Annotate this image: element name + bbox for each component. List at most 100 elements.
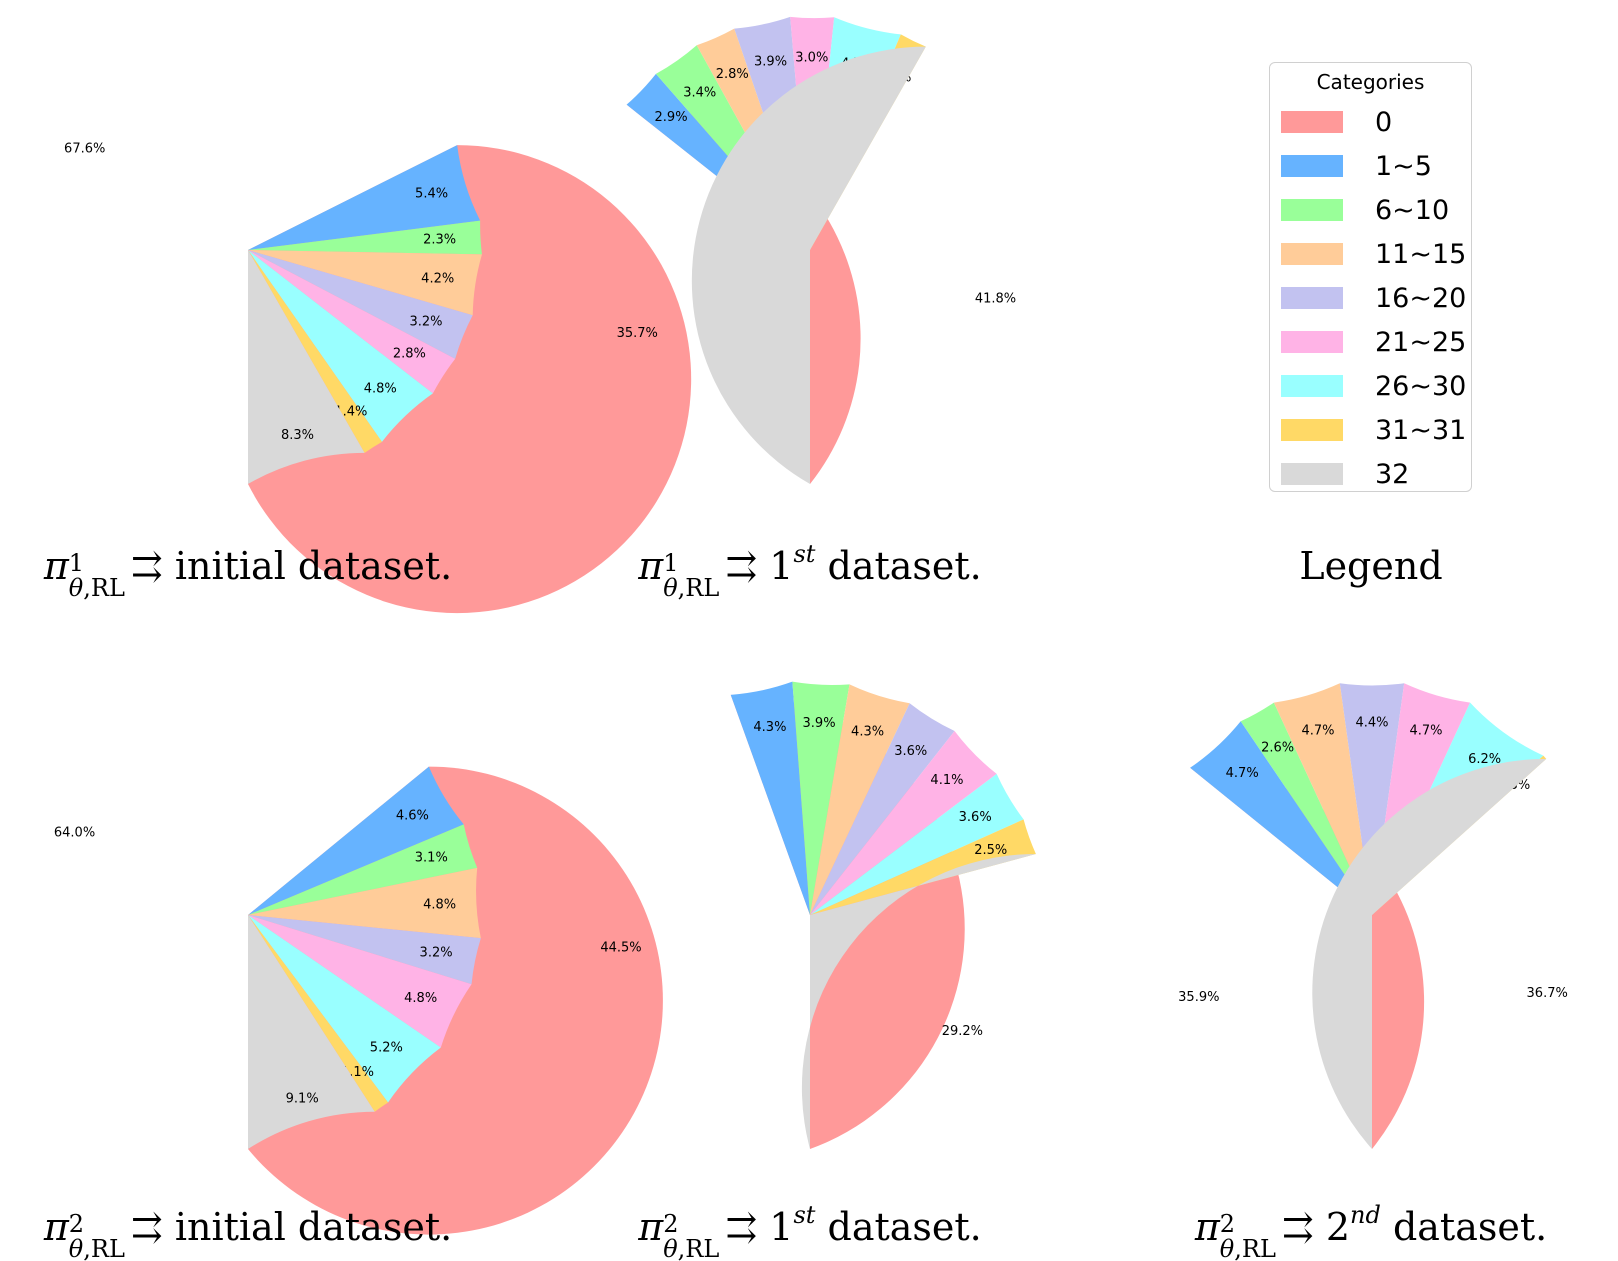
legend-title: Categories [1316,70,1425,94]
policy-subscript-rest: ,RL [677,1235,720,1261]
pie-chart-5: 35.9%4.7%2.6%4.7%4.4%4.7%6.2%0.3%36.7% [1178,683,1568,1149]
policy-subscript: θ,RL [1219,1235,1276,1261]
pie-slice-32 [248,250,365,484]
pie-slice-label: 67.6% [64,142,105,157]
pie-slice-11~15 [248,867,481,939]
pie-slice-label: 3.0% [795,51,828,66]
caption-ordinal-number: 1 [769,1205,794,1249]
pie-slice-label: 3.6% [959,810,992,825]
legend-label: 6~10 [1375,194,1450,226]
pie-slice-32 [248,915,375,1149]
policy-superscript: 1 [68,549,85,578]
pie-slice-label: 3.9% [754,55,787,70]
policy-subscript: θ,RL [663,574,720,603]
pie-slice-31~31 [248,915,389,1112]
pie-slice-11~15 [810,684,910,915]
pie-slice-26~30 [248,250,433,442]
pie-slice-label: 4.8% [404,991,437,1006]
pie-slice-6~10 [792,681,850,915]
policy-subscript: θ,RL [69,574,125,603]
policy-symbol: π [638,1205,664,1249]
pie-slice-label: 2.5% [974,843,1007,858]
pie-slice-label: 3.4% [683,85,716,100]
legend-panel-caption: Legend [1299,544,1443,588]
legend-swatch [1281,331,1343,353]
caption-arrow: ⇉ [1281,1205,1314,1249]
pie-chart-1: 67.6%5.4%2.3%4.2%3.2%2.8%4.8%1.4%8.3% [64,142,692,614]
pie-slice-32 [1312,758,1547,1149]
pie-slice-32 [691,46,926,485]
pie-slice-label: 4.1% [930,773,963,788]
chart-caption: π 1 θ,RL ⇉ 1st dataset. [540,542,1080,603]
pie-slice-1~5 [248,766,464,915]
legend-label: 16~20 [1375,282,1467,314]
pie-slice-label: 3.2% [409,314,442,329]
pie-slice-26~30 [248,915,441,1103]
pie-slice-label: 41.8% [975,292,1016,307]
legend-box: Categories 0 1~5 6~10 11~15 16~20 21~25 26~30 3… [1269,62,1472,492]
pie-slice-11~15 [248,250,482,316]
pie-slice-21~25 [248,915,472,1048]
caption-text: initial dataset. [174,1205,453,1249]
pie-slice-label: 2.8% [393,346,426,361]
legend-swatch [1281,199,1343,221]
policy-subscript-rest: ,RL [83,574,125,603]
pie-slice-label: 29.2% [942,1024,983,1039]
legend-label: 26~30 [1375,370,1467,402]
pie-slice-32 [801,853,1036,1149]
pie-slice-label: 4.7% [1226,766,1259,781]
legend-swatch [1281,155,1343,177]
policy-superscript: 2 [68,1210,85,1239]
policy-superscript: 1 [663,549,679,578]
chart-caption: π 2 θ,RL ⇉ 1st dataset. [540,1203,1080,1261]
pie-slice-label: 4.4% [1355,716,1388,731]
policy-superscript: 2 [663,1210,679,1239]
pie-slice-6~10 [248,824,478,915]
pie-slice-1~5 [730,681,810,915]
pie-slice-21~25 [248,250,456,394]
pie-chart-3: 64.0%4.6%3.1%4.8%3.2%4.8%5.2%1.1%9.1% [54,766,663,1235]
pie-slice-label: 4.3% [851,724,884,739]
legend-entry: 1~5 [1270,144,1471,188]
policy-subscript-rest: ,RL [677,574,720,603]
pie-slice-16~20 [248,250,473,359]
pie-slice-label: 9.1% [286,1092,319,1107]
policy-subscript-rest: ,RL [83,1235,125,1261]
legend-entry: 31~31 [1270,408,1471,452]
policy-subscript: θ,RL [663,1235,720,1261]
pie-slice-1~5 [248,145,481,250]
pie-slice-label: 4.2% [421,271,454,286]
pie-chart-4: 44.5%4.3% 3.9%4.3%3.6%4.1%3.6%2.5%29.2% [600,681,1036,1149]
policy-subscript-theta: θ [1219,1235,1235,1261]
pie-slice-label: 3.2% [420,946,453,961]
pie-slice-label: 64.0% [54,825,95,840]
policy-subscript: θ,RL [68,1235,125,1261]
legend-label: 0 [1375,106,1393,138]
caption-ordinal-suffix: nd [1350,1201,1381,1230]
policy-superscript: 2 [1219,1210,1236,1239]
legend-label: 32 [1375,458,1410,490]
pie-slice-26~30 [810,773,1024,915]
caption-text: dataset. [827,1205,982,1249]
pie-slice-label: 44.5% [600,940,641,955]
pie-slice-label: 5.4% [415,187,448,202]
pie-slice-21~25 [810,731,997,915]
pie-slice-label: 2.9% [655,110,688,125]
caption-text: dataset. [827,544,982,588]
pie-chart-2: 35.7%2.9%3.4%2.8%3.9%3.0%4.7%1.9%41.8% [617,16,1016,485]
legend-swatch [1281,375,1343,397]
policy-subscript-theta: θ [68,1235,84,1261]
pie-slice-label: 2.8% [716,67,749,82]
pie-slice-label: 5.2% [370,1040,403,1055]
pie-slice-label: 3.6% [894,744,927,759]
pie-slice-label: 4.3% [753,720,786,735]
chart-caption: π 2 θ,RL ⇉ 2nd dataset. [1101,1203,1618,1261]
pie-slice-label: 3.9% [803,716,836,731]
policy-subscript-rest: ,RL [1234,1235,1276,1261]
caption-ordinal-suffix: st [793,1201,816,1230]
pie-slice-label: 36.7% [1527,986,1568,1001]
pie-slice-label: 2.3% [423,232,456,247]
pie-slice-1~5 [1190,721,1372,915]
